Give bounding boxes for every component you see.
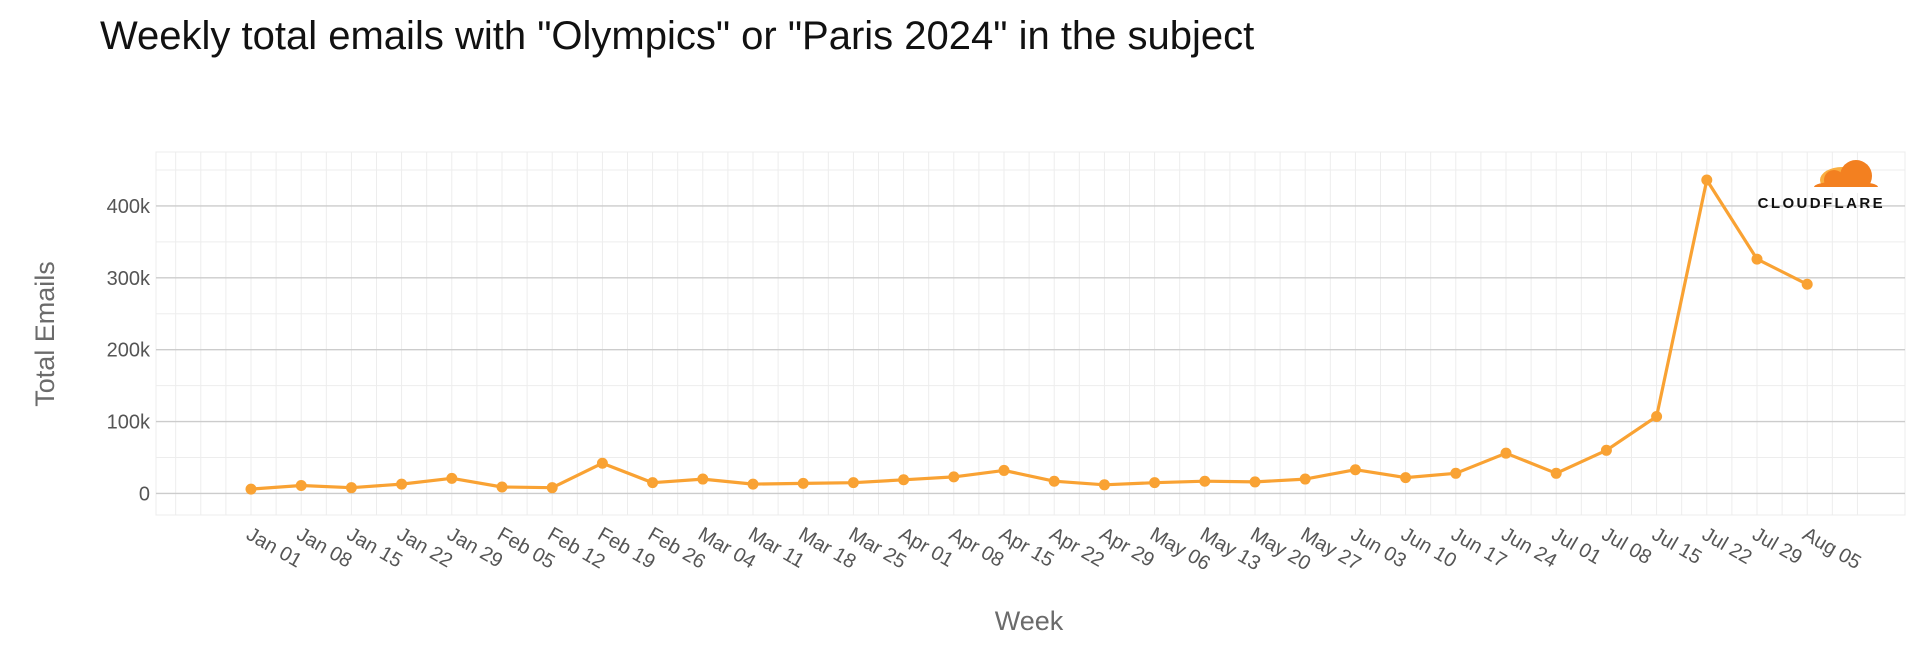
data-point [797,477,809,489]
data-point [847,477,859,489]
data-point [1199,475,1211,487]
brand-name: CLOUDFLARE [1758,195,1885,212]
x-tick-label: Jul 29 [1749,523,1806,569]
x-tick-label: Aug 05 [1799,523,1865,574]
series-layer [245,174,1813,495]
x-tick-label: Feb 05 [494,523,559,573]
x-tick-label: Feb 26 [644,523,709,573]
y-axis-title: Total Emails [30,261,60,407]
x-tick-label: Jan 08 [293,523,356,572]
x-tick-label: Apr 29 [1096,523,1158,572]
data-point [1048,475,1060,487]
data-point [1450,467,1462,479]
x-tick-label: Jul 22 [1698,523,1755,569]
x-axis-title: Week [995,606,1064,636]
data-point [747,478,759,490]
y-tick-label: 300k [107,268,151,290]
x-tick-label: Apr 01 [895,523,957,572]
data-point [1801,278,1813,290]
y-tick-label: 0 [139,483,150,505]
x-tick-label: Jul 08 [1598,523,1655,569]
x-tick-label: Mar 04 [694,523,759,573]
x-tick-label: Jul 15 [1648,523,1705,569]
data-point [345,482,357,494]
x-tick-label: Jun 10 [1397,523,1460,572]
x-tick-label: Jan 29 [443,523,506,572]
x-tick-label: Jun 17 [1447,523,1510,572]
y-tick-label: 100k [107,412,151,434]
data-point [1701,174,1713,186]
x-tick-label: Mar 18 [795,523,860,573]
data-point [596,457,608,469]
cloudflare-cloud-icon [1814,160,1878,193]
data-point [1098,479,1110,491]
x-tick-label: Jan 01 [243,523,306,572]
data-point [1600,444,1612,456]
data-point [1550,467,1562,479]
data-point [1149,477,1161,489]
chart-title: Weekly total emails with "Olympics" or "… [100,14,1255,58]
data-point [1349,464,1361,476]
x-tick-label: Jan 22 [393,523,456,572]
data-point [396,478,408,490]
data-point [1400,472,1412,484]
x-tick-label: Apr 08 [945,523,1007,572]
x-tick-label: Feb 19 [594,523,659,573]
data-point [1751,253,1763,265]
x-tick-label: Apr 15 [996,523,1058,572]
x-tick-label: Mar 11 [745,523,809,572]
plot-panel [155,151,1906,516]
data-point [998,464,1010,476]
data-point [446,472,458,484]
data-point [1651,411,1663,423]
x-tick-label: Jun 24 [1498,523,1561,572]
data-point [898,474,910,486]
data-point [647,477,659,489]
y-axis-ticks: 0 100k 200k 300k 400k [107,196,151,506]
cloudflare-logo: CLOUDFLARE [1758,160,1885,212]
data-point [697,473,709,485]
data-point [546,482,558,494]
x-tick-label: Feb 12 [544,523,609,573]
series-line [249,178,1809,491]
y-tick-label: 200k [107,340,151,362]
data-point [1500,447,1512,459]
x-tick-label: Apr 22 [1046,523,1108,572]
data-point [245,483,257,495]
x-tick-label: Jan 15 [343,523,406,572]
data-point [295,480,307,492]
y-tick-label: 400k [107,196,151,218]
x-tick-label: Mar 25 [845,523,910,573]
x-tick-label: Jul 01 [1548,523,1605,569]
data-point [1249,476,1261,488]
data-point [1299,473,1311,485]
data-point [948,471,960,483]
data-point [496,481,508,493]
grid-lines [156,152,1905,515]
